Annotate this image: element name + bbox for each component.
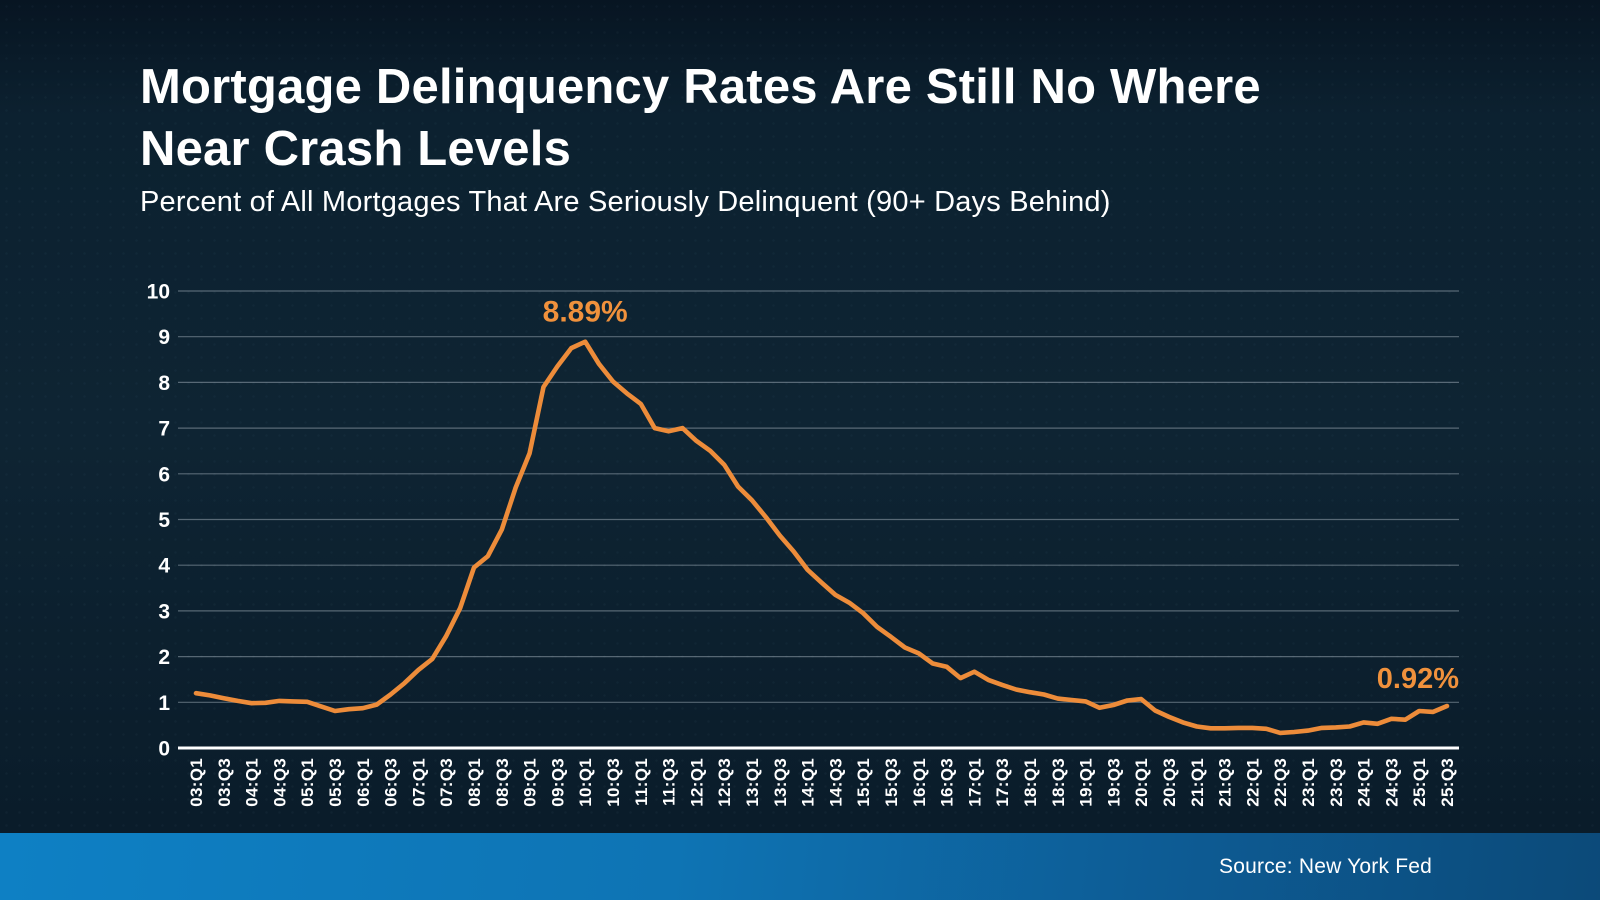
x-tick-label: 13:Q3 (771, 758, 790, 807)
x-tick-label: 10:Q1 (576, 758, 595, 807)
y-tick-label: 3 (158, 600, 170, 623)
x-tick-label: 25:Q1 (1410, 758, 1429, 807)
x-tick-label: 20:Q1 (1132, 758, 1151, 807)
x-tick-label: 05:Q3 (326, 758, 345, 807)
x-tick-label: 12:Q1 (687, 758, 706, 807)
x-tick-label: 14:Q1 (799, 758, 818, 807)
x-tick-label: 15:Q3 (882, 758, 901, 807)
x-tick-label: 16:Q1 (910, 758, 929, 807)
x-tick-label: 20:Q3 (1160, 758, 1179, 807)
y-tick-label: 2 (158, 646, 170, 669)
x-tick-label: 23:Q3 (1327, 758, 1346, 807)
page-title: Mortgage Delinquency Rates Are Still No … (140, 56, 1460, 180)
x-tick-label: 22:Q3 (1271, 758, 1290, 807)
footer-bar: Source: New York Fed (0, 833, 1600, 900)
x-tick-label: 24:Q1 (1355, 758, 1374, 807)
x-tick-label: 16:Q3 (938, 758, 957, 807)
x-tick-label: 08:Q1 (465, 758, 484, 807)
x-tick-label: 04:Q3 (270, 758, 289, 807)
x-tick-label: 03:Q3 (215, 758, 234, 807)
x-tick-label: 12:Q3 (715, 758, 734, 807)
x-tick-label: 22:Q1 (1243, 758, 1262, 807)
x-tick-label: 06:Q1 (354, 758, 373, 807)
x-tick-label: 08:Q3 (493, 758, 512, 807)
x-tick-label: 18:Q3 (1049, 758, 1068, 807)
y-tick-label: 0 (158, 738, 170, 761)
x-tick-label: 09:Q1 (521, 758, 540, 807)
x-tick-label: 03:Q1 (187, 758, 206, 807)
x-tick-label: 11:Q3 (660, 758, 679, 806)
x-tick-label: 18:Q1 (1021, 758, 1040, 807)
x-tick-label: 11:Q1 (632, 758, 651, 806)
x-tick-label: 24:Q3 (1382, 758, 1401, 807)
delinquency-rate-line (193, 339, 1450, 736)
y-tick-label: 4 (158, 555, 170, 578)
x-tick-label: 05:Q1 (298, 758, 317, 807)
page-subtitle: Percent of All Mortgages That Are Seriou… (140, 186, 1111, 218)
x-tick-label: 17:Q1 (965, 758, 984, 807)
x-tick-label: 15:Q1 (854, 758, 873, 807)
x-tick-label: 21:Q3 (1216, 758, 1235, 807)
x-tick-label: 07:Q3 (437, 758, 456, 807)
source-label: Source: New York Fed (1219, 854, 1432, 878)
y-tick-label: 1 (158, 692, 170, 715)
x-tick-label: 07:Q1 (409, 758, 428, 807)
y-tick-label: 10 (147, 281, 170, 304)
x-tick-label: 10:Q3 (604, 758, 623, 807)
x-tick-label: 13:Q1 (743, 758, 762, 807)
x-tick-label: 04:Q1 (243, 758, 262, 807)
y-tick-label: 8 (158, 372, 170, 395)
y-tick-label: 6 (158, 463, 170, 486)
x-tick-label: 25:Q3 (1438, 758, 1457, 807)
peak-value-annotation: 8.89% (543, 296, 628, 329)
x-tick-label: 06:Q3 (382, 758, 401, 807)
x-tick-label: 23:Q1 (1299, 758, 1318, 807)
page-title-line2: Near Crash Levels (140, 122, 572, 176)
y-tick-label: 5 (158, 509, 170, 532)
x-tick-label: 14:Q3 (826, 758, 845, 807)
x-tick-label: 17:Q3 (993, 758, 1012, 807)
x-tick-label: 09:Q3 (548, 758, 567, 807)
x-tick-label: 21:Q1 (1188, 758, 1207, 807)
y-tick-label: 9 (158, 326, 170, 349)
x-tick-label: 19:Q3 (1104, 758, 1123, 807)
current-value-annotation: 0.92% (1377, 663, 1459, 695)
y-tick-label: 7 (158, 418, 170, 441)
x-tick-label: 19:Q1 (1077, 758, 1096, 807)
page-title-line1: Mortgage Delinquency Rates Are Still No … (140, 60, 1261, 114)
